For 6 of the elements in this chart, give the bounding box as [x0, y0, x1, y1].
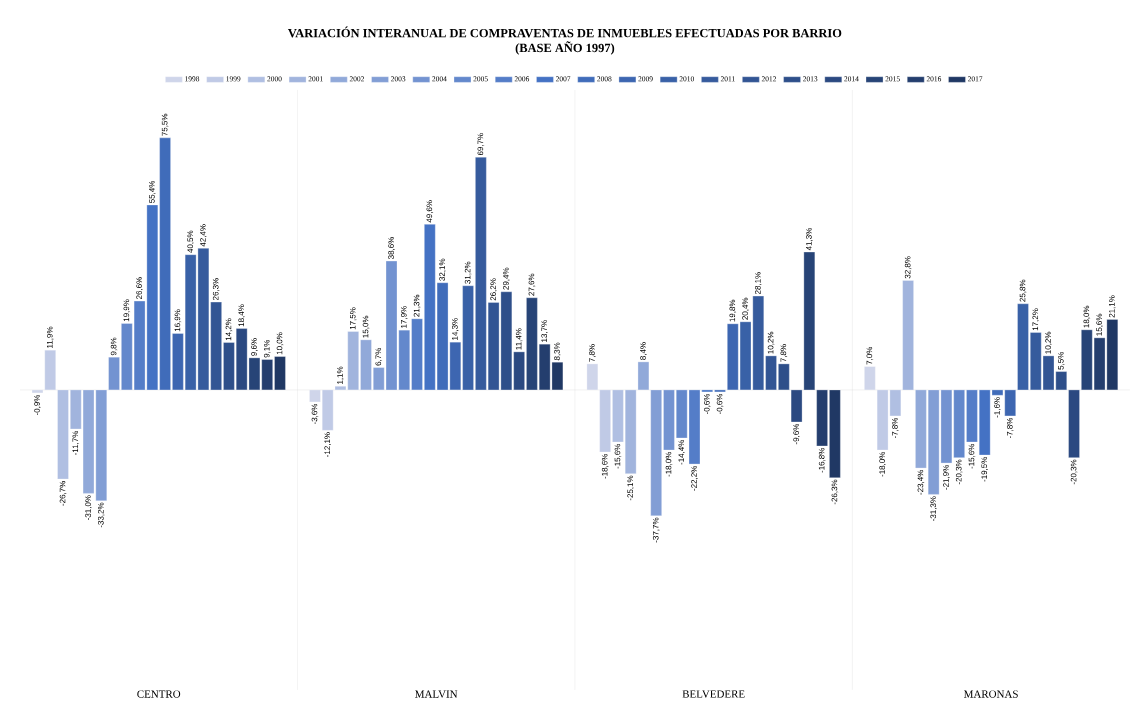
x-tick-label: MARONAS: [964, 690, 1018, 698]
x-tick-label: CENTRO: [137, 690, 181, 698]
x-tick-label: MALVIN: [415, 690, 458, 698]
chart-title: VARIACIÓN INTERANUAL DE COMPRAVENTAS DE INMUEBLES EFECTUADAS POR BARRIO: [287, 26, 842, 38]
chart-subtitle: (BASE AÑO 1997): [515, 41, 615, 55]
x-tick-label: BELVEDERE: [682, 690, 745, 698]
